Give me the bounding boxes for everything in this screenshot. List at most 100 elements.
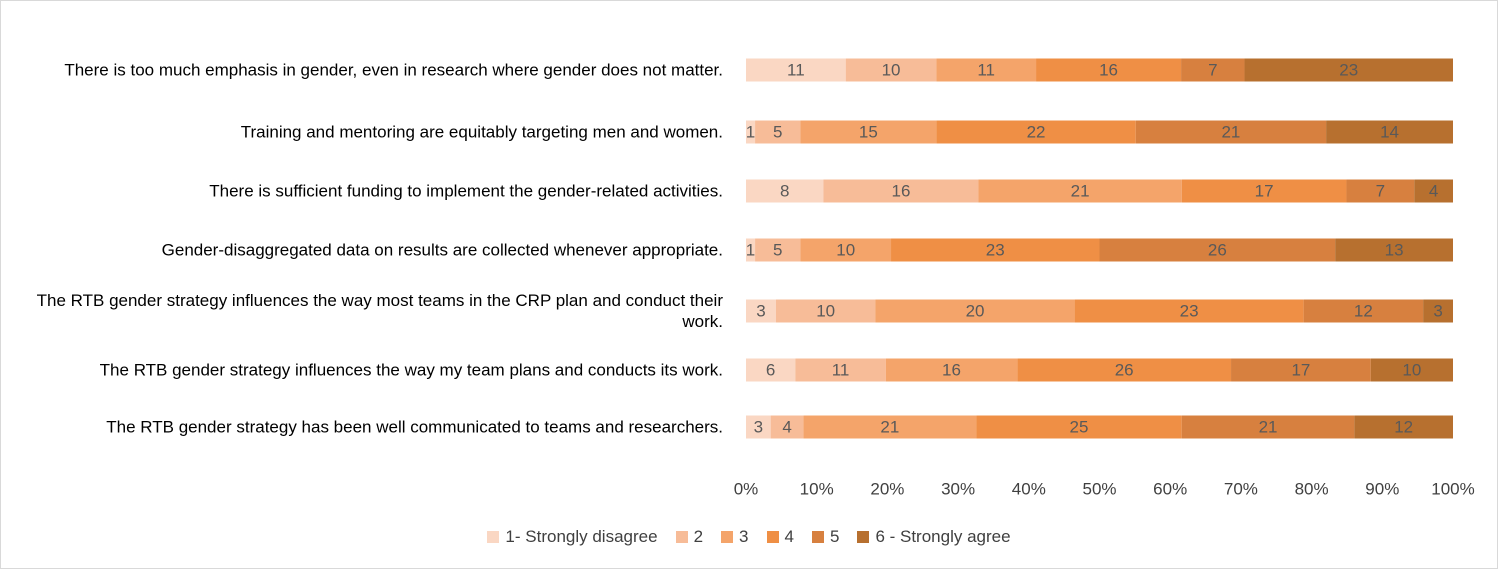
bar-segment	[885, 358, 1018, 382]
legend-item: 5	[811, 527, 840, 547]
bar-segment	[770, 415, 804, 439]
legend-item: 2	[675, 527, 704, 547]
category-label: There is sufficient funding to implement…	[209, 181, 723, 201]
data-label: 10	[816, 301, 835, 320]
bar-segment	[823, 179, 979, 203]
bar-segment	[746, 358, 796, 382]
legend-label: 5	[829, 527, 840, 546]
legend-label: 4	[784, 527, 794, 546]
bar-segment	[936, 58, 1037, 82]
data-label: 22	[1027, 122, 1046, 141]
legend-item: 3	[721, 527, 749, 547]
category-label: There is too much emphasis in gender, ev…	[64, 60, 723, 80]
bar-segment	[746, 238, 756, 262]
bar-segment	[775, 299, 876, 323]
bar-segment	[746, 120, 756, 144]
legend-swatch	[857, 531, 870, 543]
legend-item: 4	[766, 527, 794, 547]
data-label: 6	[766, 360, 775, 379]
legend-label: 6 - Strongly agree	[875, 527, 1011, 546]
legend-label: 1- Strongly disagree	[505, 527, 658, 546]
bar-segment	[803, 415, 977, 439]
data-label: 21	[1071, 181, 1090, 200]
x-tick-label: 10%	[800, 479, 834, 498]
bar-segment	[891, 238, 1100, 262]
data-label: 3	[1433, 301, 1442, 320]
bar-segment	[800, 120, 937, 144]
bar-segment	[976, 415, 1182, 439]
bar-segment	[1231, 358, 1371, 382]
x-tick-label: 50%	[1082, 479, 1116, 498]
data-label: 7	[1376, 181, 1385, 200]
bar-segment	[1017, 358, 1232, 382]
category-label: Training and mentoring are equitably tar…	[240, 122, 723, 142]
legend-swatch	[675, 531, 688, 543]
data-label: 21	[880, 417, 899, 436]
bar-segment	[936, 120, 1136, 144]
bar-segment	[978, 179, 1182, 203]
bar-segment	[746, 415, 771, 439]
data-label: 5	[773, 122, 782, 141]
bar-segment	[795, 358, 886, 382]
bar-segment	[755, 120, 801, 144]
x-tick-label: 0%	[734, 479, 759, 498]
data-label: 20	[966, 301, 985, 320]
bar-segment	[1135, 120, 1327, 144]
data-label: 10	[836, 240, 855, 259]
legend-swatch	[487, 531, 500, 543]
data-label: 10	[882, 60, 901, 79]
legend-swatch	[766, 531, 779, 543]
x-tick-label: 90%	[1365, 479, 1399, 498]
data-label: 16	[942, 360, 961, 379]
bar-segment	[1074, 299, 1304, 323]
x-tick-label: 30%	[941, 479, 975, 498]
legend-item: 6 - Strongly agree	[857, 527, 1011, 547]
data-label: 17	[1291, 360, 1310, 379]
bar-segment	[746, 299, 776, 323]
x-tick-label: 20%	[870, 479, 904, 498]
data-label: 16	[891, 181, 910, 200]
data-label: 14	[1380, 122, 1399, 141]
bar-segment	[1036, 58, 1182, 82]
data-label: 12	[1394, 417, 1413, 436]
data-label: 1	[746, 122, 755, 141]
data-label: 3	[756, 301, 765, 320]
data-label: 4	[1429, 181, 1438, 200]
bar-segment	[1181, 58, 1245, 82]
bar-segment	[746, 58, 846, 82]
legend-swatch	[721, 531, 734, 543]
data-label: 12	[1354, 301, 1373, 320]
category-label: Gender-disaggregated data on results are…	[161, 240, 723, 260]
bar-segment	[800, 238, 892, 262]
bar-segment	[746, 179, 824, 203]
bar-segment	[1354, 415, 1453, 439]
category-label: The RTB gender strategy has been well co…	[106, 417, 723, 437]
x-tick-label: 60%	[1153, 479, 1187, 498]
data-label: 8	[780, 181, 789, 200]
x-tick-label: 80%	[1295, 479, 1329, 498]
bar-segment	[1335, 238, 1453, 262]
data-label: 23	[1180, 301, 1199, 320]
data-label: 21	[1259, 417, 1278, 436]
data-label: 17	[1255, 181, 1274, 200]
bar-segment	[1414, 179, 1453, 203]
bar-segment	[875, 299, 1075, 323]
legend-label: 2	[693, 527, 704, 546]
bar-segment	[1181, 179, 1347, 203]
bar-segment	[1326, 120, 1453, 144]
bar-segment	[1346, 179, 1415, 203]
data-label: 11	[787, 60, 805, 79]
category-label: The RTB gender strategy influences the w…	[99, 360, 723, 380]
data-label: 16	[1099, 60, 1118, 79]
data-label: 4	[782, 417, 791, 436]
legend-item: 1- Strongly disagree	[487, 527, 658, 547]
bar-segment	[1244, 58, 1453, 82]
x-tick-label: 70%	[1224, 479, 1258, 498]
data-label: 11	[977, 60, 995, 79]
data-label: 23	[1339, 60, 1358, 79]
bar-segment	[1303, 299, 1424, 323]
legend: 1- Strongly disagree 2 3 4 5 6 - Strongly agr…	[1, 527, 1497, 547]
data-label: 3	[754, 417, 763, 436]
category-label: The RTB gender strategy influences the w…	[36, 291, 723, 331]
